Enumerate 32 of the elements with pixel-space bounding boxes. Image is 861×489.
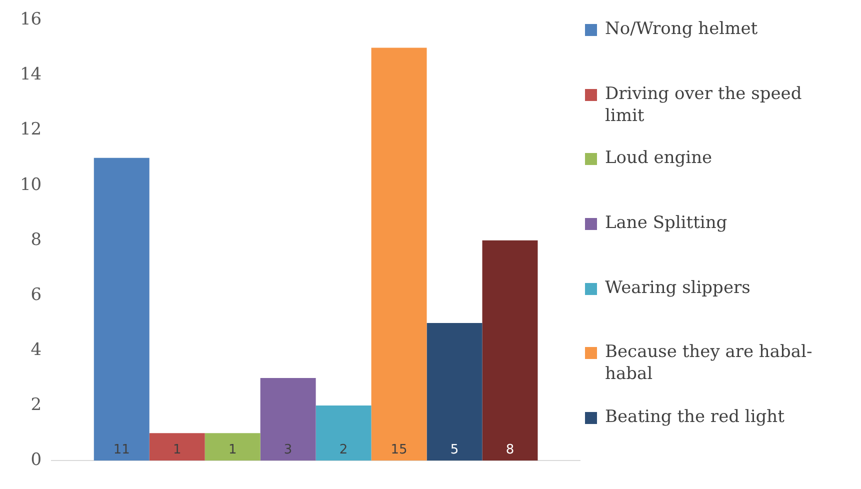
y-tick-label: 0 — [30, 450, 42, 470]
legend-label: Lane Splitting — [605, 212, 728, 234]
bar — [204, 433, 260, 461]
data-label: 8 — [506, 442, 514, 458]
bar — [371, 48, 427, 461]
legend-label: Beating the red light — [605, 406, 784, 428]
y-tick-label: 2 — [30, 394, 42, 415]
data-label: 1 — [228, 442, 237, 458]
bar — [94, 158, 150, 461]
legend-label: Because they are habal-habal — [605, 341, 814, 386]
data-label: 15 — [390, 442, 408, 458]
legend-label: Loud engine — [605, 147, 712, 170]
data-label: 11 — [113, 442, 130, 458]
y-tick-label: 8 — [30, 230, 42, 250]
data-label: 3 — [284, 442, 292, 458]
legend-label: Wearing slippers — [605, 276, 750, 299]
y-tick-label: 4 — [30, 340, 42, 360]
y-tick-label: 10 — [20, 174, 42, 195]
legend-label: Driving over the speed limit — [605, 82, 803, 127]
legend-label: No/Wrong helmet — [605, 18, 758, 40]
bar — [149, 433, 205, 461]
bar — [482, 240, 538, 461]
data-label: 2 — [339, 442, 348, 458]
y-tick-label: 14 — [20, 64, 42, 85]
bar — [316, 406, 372, 461]
bar — [426, 322, 482, 461]
data-label: 1 — [172, 442, 182, 458]
bar — [260, 378, 316, 461]
y-tick-label: 6 — [30, 284, 42, 305]
y-tick-label: 12 — [20, 120, 42, 140]
data-label: 5 — [450, 442, 459, 458]
y-tick-label: 16 — [20, 10, 42, 30]
